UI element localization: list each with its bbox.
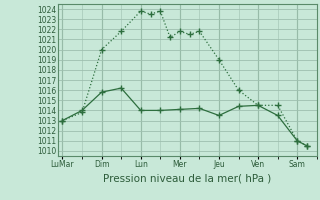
X-axis label: Pression niveau de la mer( hPa ): Pression niveau de la mer( hPa ) [103, 173, 271, 183]
